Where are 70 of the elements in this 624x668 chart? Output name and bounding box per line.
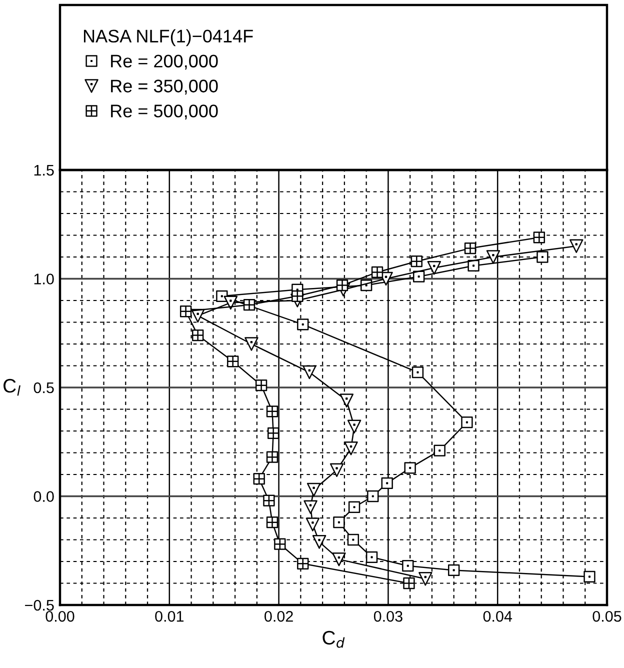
point [292,290,304,302]
point [464,242,476,254]
point [330,463,344,478]
x-tick-label: 0.05 [592,610,622,622]
x-tick-label: 0.00 [46,610,74,622]
point [427,261,442,275]
point [180,306,192,318]
point [244,337,258,351]
x-tick-label: 0.04 [483,610,512,622]
point [266,406,278,418]
point [371,266,384,278]
point [461,416,473,428]
point [266,451,278,463]
point [448,564,460,576]
x-tick-label: 0.01 [155,610,184,622]
point [533,232,546,244]
point [297,318,309,330]
point [347,534,360,546]
point [306,518,320,532]
x-tick-label: 0.02 [264,610,293,622]
y-axis-title: C$_{l}$ [4,378,20,396]
point [263,494,275,506]
point [336,279,348,292]
point [312,535,326,549]
point [304,500,318,514]
point [192,329,204,342]
point [468,260,480,272]
point [404,462,416,474]
point [413,270,425,282]
point [536,251,548,263]
legend-title: NASA NLF(1)−0414F [84,29,253,46]
point [410,256,422,268]
y-tick-label: 0.0 [34,491,54,502]
legend-label: Re = 350,000 [111,80,218,95]
point [333,516,345,528]
point [255,379,268,392]
x-tick-label: 0.03 [374,610,402,622]
point [306,482,321,497]
point [381,477,393,490]
point [274,538,286,550]
y-tick-label: −0.5 [25,600,54,611]
point [402,560,414,572]
point [267,427,280,440]
x-axis-title: C$_{d}$ [322,630,345,648]
point [347,420,362,434]
legend-label: Re = 200,000 [111,54,218,70]
point [412,366,424,378]
point [584,570,596,583]
point [266,516,278,528]
point [367,490,379,502]
point [344,442,358,456]
point [348,501,360,513]
y-tick-label: 1.0 [34,274,54,284]
y-tick-label: 1.5 [34,165,54,176]
point [302,365,316,380]
point [569,239,584,253]
point [486,250,500,264]
point [403,577,415,590]
point [340,394,354,408]
y-tick-label: 0.5 [34,382,54,394]
point [227,356,239,368]
point [418,572,432,586]
point [297,558,309,570]
point [224,296,238,310]
point [253,473,265,485]
point [243,299,256,311]
legend-label: Re = 500,000 [111,104,218,120]
point [332,552,346,566]
point [434,444,446,456]
point [366,551,378,563]
